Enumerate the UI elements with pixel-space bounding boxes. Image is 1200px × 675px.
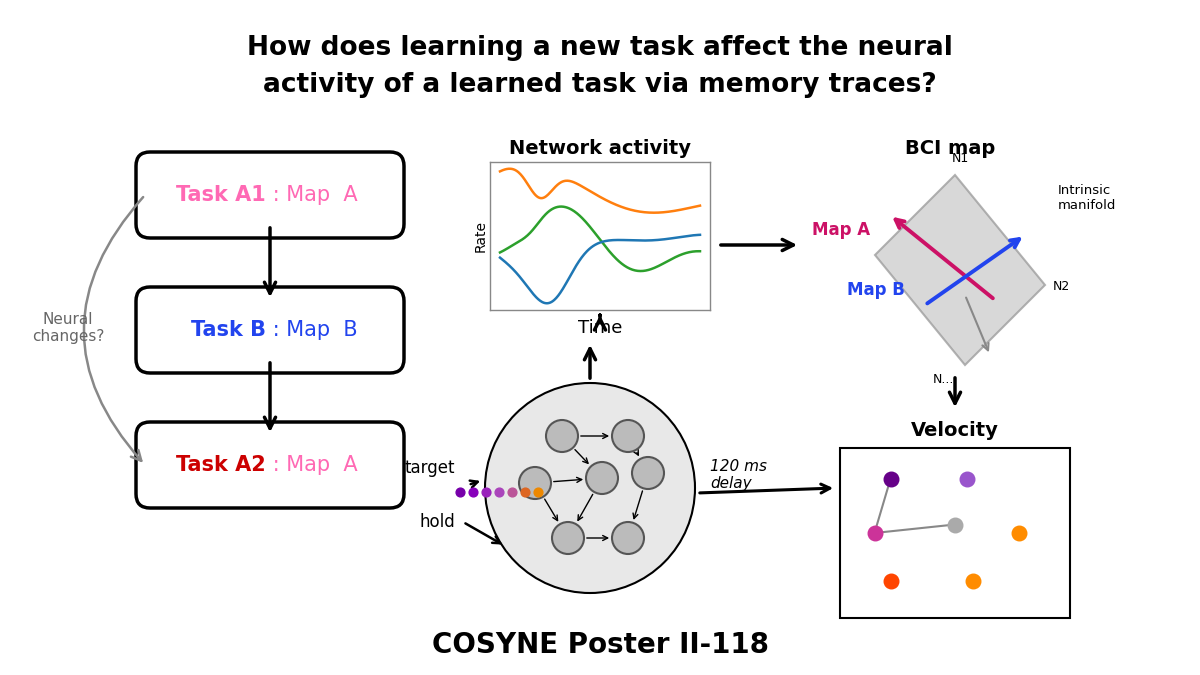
Text: Task A1: Task A1 xyxy=(176,185,266,205)
Point xyxy=(881,473,900,484)
Text: N1: N1 xyxy=(952,152,968,165)
Point xyxy=(946,519,965,530)
FancyBboxPatch shape xyxy=(136,287,404,373)
Circle shape xyxy=(586,462,618,494)
Point xyxy=(528,487,547,497)
Text: hold: hold xyxy=(419,513,455,531)
Text: Map A: Map A xyxy=(812,221,870,239)
Point xyxy=(881,575,900,586)
Y-axis label: Rate: Rate xyxy=(473,220,487,252)
Circle shape xyxy=(612,522,644,554)
Point xyxy=(964,575,983,586)
Text: Intrinsic
manifold: Intrinsic manifold xyxy=(1058,184,1116,212)
Point xyxy=(956,473,976,484)
FancyBboxPatch shape xyxy=(136,422,404,508)
Polygon shape xyxy=(875,175,1045,365)
Text: Velocity: Velocity xyxy=(911,421,998,439)
Text: Network activity: Network activity xyxy=(509,138,691,157)
Circle shape xyxy=(632,457,664,489)
Text: Task A2: Task A2 xyxy=(176,455,266,475)
Text: Time: Time xyxy=(578,319,622,337)
Text: N2: N2 xyxy=(1054,281,1070,294)
Circle shape xyxy=(552,522,584,554)
FancyBboxPatch shape xyxy=(840,448,1070,618)
Circle shape xyxy=(612,420,644,452)
Text: : Map  A: : Map A xyxy=(266,185,358,205)
Point xyxy=(490,487,509,497)
Point xyxy=(450,487,469,497)
Text: Neural
changes?: Neural changes? xyxy=(32,312,104,344)
Circle shape xyxy=(546,420,578,452)
Point xyxy=(503,487,522,497)
Text: BCI map: BCI map xyxy=(905,138,995,157)
Point xyxy=(476,487,496,497)
FancyBboxPatch shape xyxy=(136,152,404,238)
Circle shape xyxy=(485,383,695,593)
Circle shape xyxy=(520,467,551,499)
Point xyxy=(1010,528,1030,539)
Text: COSYNE Poster II-118: COSYNE Poster II-118 xyxy=(432,631,768,659)
Point xyxy=(516,487,535,497)
Text: : Map  A: : Map A xyxy=(266,455,358,475)
Text: Task B: Task B xyxy=(191,320,266,340)
Text: Map B: Map B xyxy=(847,281,905,299)
Text: activity of a learned task via memory traces?: activity of a learned task via memory tr… xyxy=(263,72,937,98)
Point xyxy=(463,487,482,497)
Text: N...: N... xyxy=(932,373,954,386)
Text: : Map  B: : Map B xyxy=(266,320,358,340)
Text: target: target xyxy=(404,459,455,477)
Text: 120 ms
delay: 120 ms delay xyxy=(710,459,767,491)
Point xyxy=(865,528,884,539)
Text: How does learning a new task affect the neural: How does learning a new task affect the … xyxy=(247,35,953,61)
